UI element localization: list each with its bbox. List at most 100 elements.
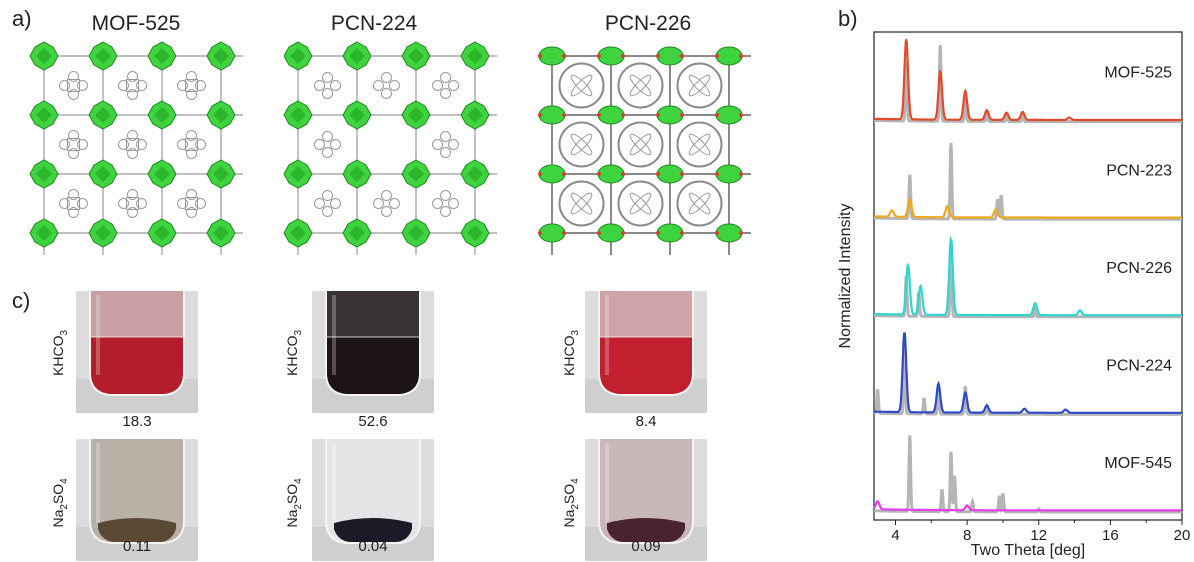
linker-loop [558,62,605,109]
porphyrin-ring [186,207,197,218]
porphyrin-ring [127,130,138,141]
vial-outline [325,439,421,544]
vial-liquid [599,439,693,543]
row-label-na2so4: Na2SO4 [50,478,70,528]
linker-ellipse [688,74,711,97]
porphyrin-ring [177,80,188,91]
reference-pattern-mof-545 [874,435,1182,515]
value-na2so4-mof-525: 0.11 [122,538,152,555]
zr-cluster [597,223,625,243]
porphyrin-ring [314,80,325,91]
zr-cluster [283,218,313,248]
vial-highlight [332,295,336,375]
vial-glass-top [326,291,420,343]
x-tick-label: 20 [1174,527,1190,544]
vial-liquid [326,337,420,395]
porphyrin-core [126,79,139,92]
zr-cluster [88,218,118,248]
vial-sediment [334,518,412,542]
porphyrin-ring [186,89,197,100]
zr-cluster [283,41,313,71]
row-label-na2so4: Na2SO4 [561,478,581,528]
linker-loop [617,62,664,109]
vial-photo-na2so4-mof-525 [76,439,198,561]
porphyrin-ring [322,206,333,217]
porphyrin-core [126,197,139,210]
zr-cluster [460,100,490,130]
series-label-pcn-224: PCN-224 [1106,357,1172,374]
porphyrin-ring [186,189,197,200]
porphyrin-ring [127,148,138,159]
porphyrin-ring [389,198,400,209]
porphyrin-ring [322,72,333,83]
porphyrin-ring [432,139,443,150]
zr-cluster [88,100,118,130]
zr-cluster [401,41,431,71]
porphyrin-core [67,197,80,210]
linker-loop [676,62,723,109]
vial-liquid [326,439,420,543]
vial-glass-top [90,291,184,343]
vial-highlight [605,295,609,375]
series-line-pcn-223 [874,198,1182,219]
porphyrin-ring [195,139,206,150]
vial-highlight [96,295,100,375]
zr-cluster [88,159,118,189]
framework [29,41,243,255]
vial-highlight [332,443,336,523]
porphyrin-ring [330,80,341,91]
vial-outline [598,291,694,396]
series-line-mof-545 [873,500,1182,512]
porphyrin-ring [195,198,206,209]
zr-cluster [656,164,684,184]
structure-title-pcn-226: PCN-226 [604,12,692,35]
porphyrin-core [185,79,198,92]
porphyrin-core [67,79,80,92]
porphyrin-ring [118,139,129,150]
series-label-mof-545: MOF-545 [1104,455,1172,472]
porphyrin-ring [127,189,138,200]
porphyrin-ring [322,88,333,99]
porphyrin-ring [381,206,392,217]
vial-photo-khco3-pcn-226 [585,291,707,413]
zr-cluster [29,100,59,130]
series-label-pcn-223: PCN-223 [1106,162,1172,179]
porphyrin-ring [381,72,392,83]
zr-cluster [538,164,566,184]
vial-outline [89,291,185,396]
panel-b-label: b) [838,6,858,31]
zr-cluster [460,159,490,189]
row-label-khco3: KHCO3 [284,329,304,376]
vial-outline [325,291,421,396]
porphyrin-core [126,138,139,151]
series-label-mof-525: MOF-525 [1104,65,1172,82]
structure-mof-525 [29,41,243,255]
series-label-pcn-226: PCN-226 [1106,260,1172,277]
linker-loop [676,121,723,168]
linker-ellipse [629,74,652,97]
vial-liquid [90,337,184,395]
zr-cluster [538,105,566,125]
zr-cluster [206,218,236,248]
zr-cluster [342,41,372,71]
zr-cluster [715,223,743,243]
porphyrin-ring [68,207,79,218]
porphyrin-ring [440,206,451,217]
porphyrin-ring [432,198,443,209]
structure-pcn-226 [538,46,751,255]
porphyrin-ring [77,139,88,150]
linker-ellipse [570,192,593,215]
porphyrin-ring [77,80,88,91]
zr-cluster [597,164,625,184]
zr-cluster [715,46,743,66]
reference-pattern-mof-525 [874,45,1182,124]
porphyrin-ring [136,139,147,150]
value-khco3-pcn-224: 52.6 [358,413,388,430]
plot-frame [873,31,1183,521]
vial-glass-top [599,291,693,343]
zr-cluster [656,46,684,66]
zr-cluster [29,41,59,71]
porphyrin-ring [330,139,341,150]
zr-cluster [597,105,625,125]
framework [283,41,497,255]
